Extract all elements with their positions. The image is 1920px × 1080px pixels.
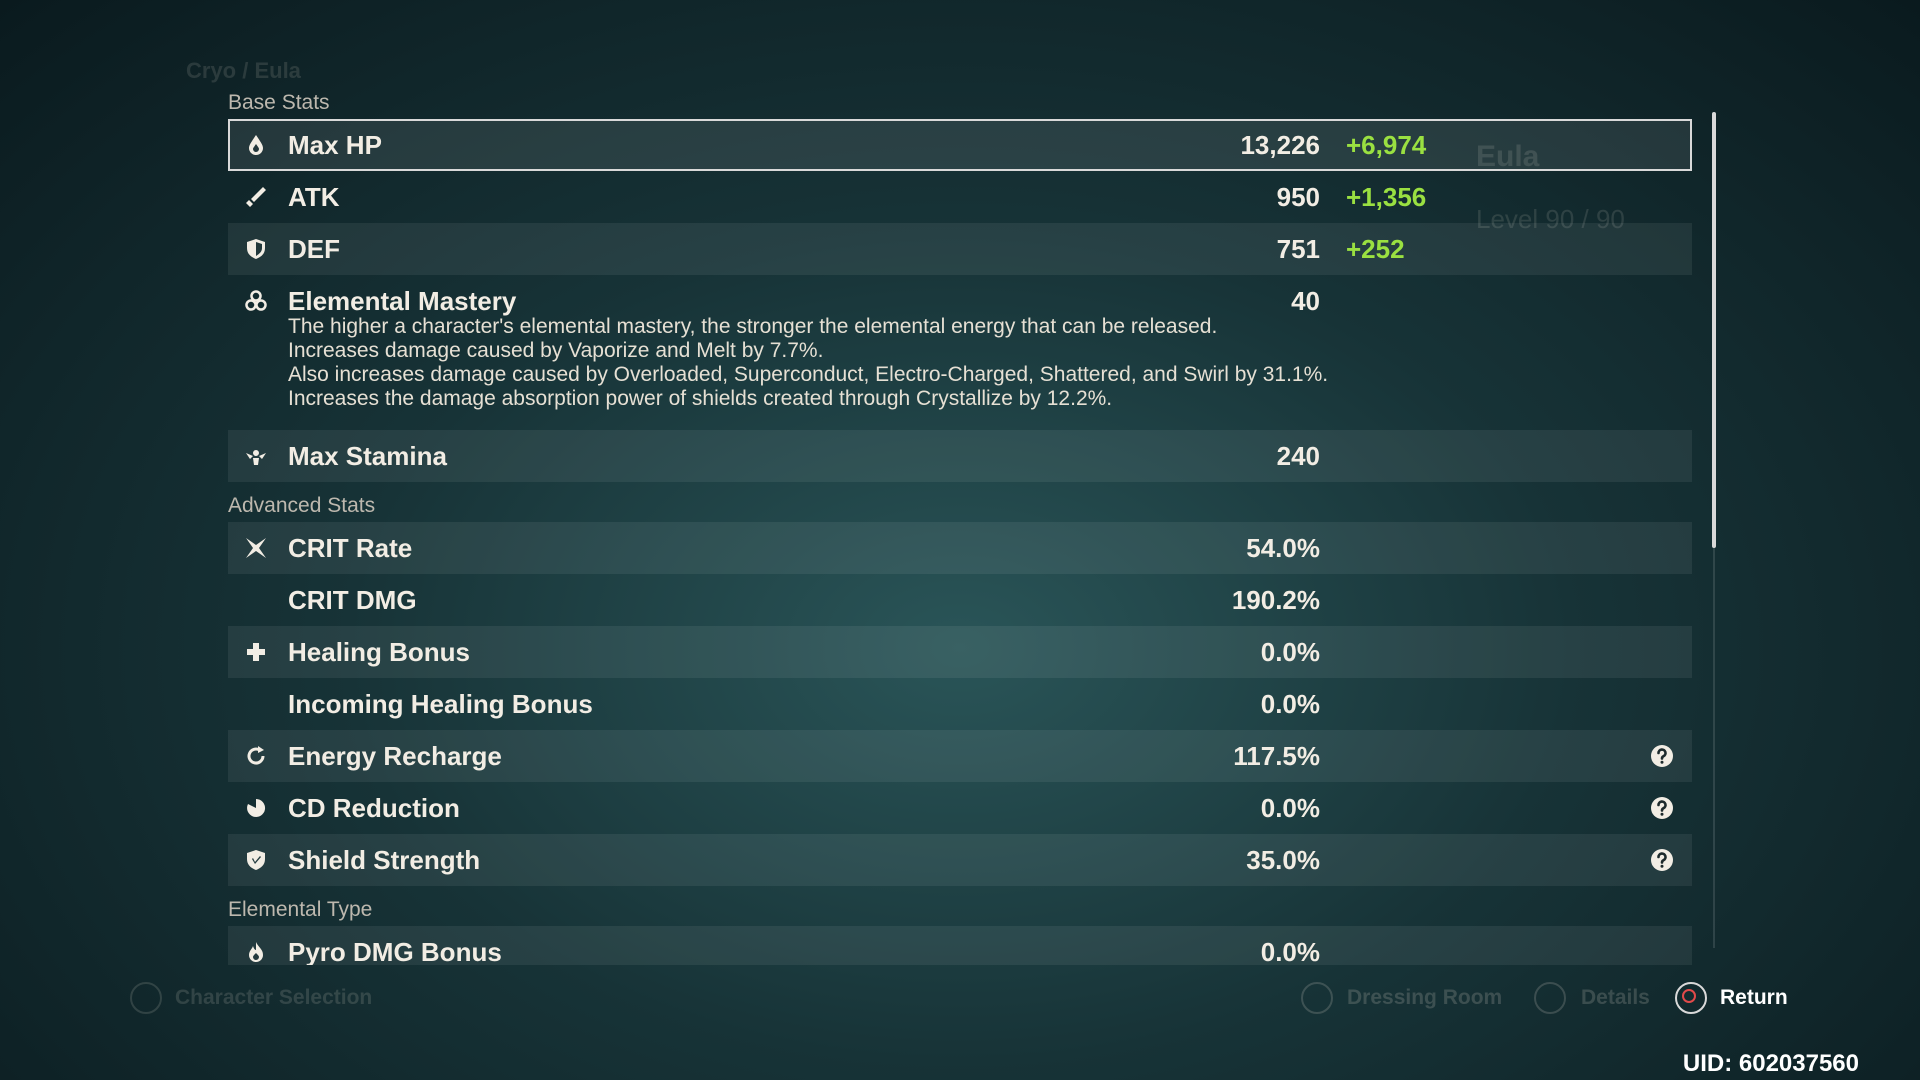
character-header: Cryo / Eula bbox=[186, 58, 301, 83]
stat-row[interactable]: Healing Bonus 0.0% bbox=[228, 626, 1692, 678]
stat-name: Max Stamina bbox=[288, 441, 447, 471]
stat-value: 0.0% bbox=[1260, 689, 1320, 719]
section-title: Elemental Type bbox=[228, 898, 373, 921]
footer-button[interactable]: Details bbox=[1581, 986, 1650, 1009]
stat-content: Shield Strength 35.0% bbox=[228, 834, 1692, 886]
stat-icon bbox=[247, 850, 265, 870]
stat-description: Increases damage caused by Vaporize and … bbox=[288, 339, 824, 362]
stat-icon bbox=[246, 538, 266, 558]
footer-button[interactable]: Character Selection bbox=[175, 986, 373, 1009]
stat-content: DEF 751 +252 bbox=[228, 223, 1692, 275]
stat-content: Healing Bonus 0.0% bbox=[228, 626, 1692, 678]
side-level: Level 90 / 90 bbox=[1476, 204, 1625, 234]
stat-name: Incoming Healing Bonus bbox=[288, 689, 593, 719]
stat-row[interactable]: Max Stamina 240 bbox=[228, 430, 1692, 482]
section-title: Advanced Stats bbox=[228, 494, 376, 517]
stat-name: CRIT Rate bbox=[288, 533, 413, 563]
stat-content: CRIT DMG 190.2% bbox=[228, 574, 1692, 626]
stat-content: CD Reduction 0.0% bbox=[228, 782, 1692, 834]
stat-name: Pyro DMG Bonus bbox=[288, 937, 502, 965]
stat-content: ATK 950 +1,356 bbox=[228, 171, 1692, 223]
stat-value: 13,226 bbox=[1240, 130, 1320, 160]
footer-button[interactable]: Return bbox=[1720, 986, 1788, 1009]
stat-icon bbox=[247, 798, 266, 817]
stat-value: 950 bbox=[1276, 182, 1320, 212]
stat-value: 190.2% bbox=[1231, 585, 1320, 615]
stat-row[interactable]: CD Reduction 0.0% bbox=[228, 782, 1692, 834]
stat-row[interactable]: Pyro DMG Bonus 0.0% bbox=[228, 926, 1692, 965]
button-icon-inner bbox=[1682, 989, 1696, 1003]
help-icon[interactable] bbox=[1650, 848, 1674, 872]
stat-name: DEF bbox=[288, 234, 340, 264]
stat-icon bbox=[249, 942, 263, 962]
stat-value: 40 bbox=[1291, 286, 1320, 316]
stat-bonus: +252 bbox=[1346, 234, 1405, 264]
stat-content: Max HP 13,226 +6,974 bbox=[228, 119, 1692, 171]
stat-row[interactable]: CRIT DMG 190.2% bbox=[228, 574, 1692, 626]
stat-row[interactable]: ATK 950 +1,356 bbox=[228, 171, 1692, 223]
stat-content: Max Stamina 240 bbox=[228, 430, 1692, 482]
stat-description: The higher a character's elemental maste… bbox=[288, 315, 1218, 338]
stat-name: Healing Bonus bbox=[288, 637, 471, 667]
stat-icon bbox=[246, 450, 266, 465]
help-icon[interactable] bbox=[1650, 796, 1674, 820]
stat-bonus: +6,974 bbox=[1346, 130, 1427, 160]
stat-content: Pyro DMG Bonus 0.0% bbox=[228, 926, 1692, 965]
button-icon bbox=[1534, 982, 1566, 1014]
stat-row[interactable]: Elemental Mastery 40 The higher a characte… bbox=[228, 275, 1692, 430]
footer-button[interactable]: Dressing Room bbox=[1347, 986, 1503, 1009]
stat-icon bbox=[247, 746, 265, 765]
stat-icon bbox=[247, 239, 265, 259]
stat-value: 240 bbox=[1276, 441, 1320, 471]
button-icon bbox=[130, 982, 162, 1014]
stat-value: 35.0% bbox=[1246, 845, 1320, 875]
stat-icon bbox=[247, 643, 265, 661]
stats-panel: Base Stats Max HP 13,226 +6,974 ATK 950 +1,356… bbox=[228, 79, 1694, 965]
stat-row[interactable]: Shield Strength 35.0% bbox=[228, 834, 1692, 886]
scrollbar-thumb[interactable] bbox=[1712, 112, 1716, 548]
stat-name: Energy Recharge bbox=[288, 741, 502, 771]
stat-row[interactable]: Energy Recharge 117.5% bbox=[228, 730, 1692, 782]
stat-icon bbox=[246, 187, 266, 207]
stat-name: CD Reduction bbox=[288, 793, 460, 823]
stat-value: 751 bbox=[1276, 234, 1320, 264]
stat-row[interactable]: Max HP 13,226 +6,974 bbox=[228, 119, 1692, 171]
stat-name: Max HP bbox=[288, 130, 382, 160]
stat-value: 0.0% bbox=[1260, 937, 1320, 965]
scrollbar-track bbox=[1713, 548, 1715, 948]
stat-content: Energy Recharge 117.5% bbox=[228, 730, 1692, 782]
stat-value: 0.0% bbox=[1260, 793, 1320, 823]
section-title: Base Stats bbox=[228, 91, 330, 114]
stat-description: Increases the damage absorption power of… bbox=[288, 387, 1113, 410]
stat-content: CRIT Rate 54.0% bbox=[228, 522, 1692, 574]
stat-value: 54.0% bbox=[1246, 533, 1320, 563]
stat-icon bbox=[245, 290, 267, 311]
stat-icon bbox=[249, 135, 263, 155]
side-name: Eula bbox=[1476, 140, 1540, 173]
stat-name: ATK bbox=[288, 182, 340, 212]
uid: UID: 602037560 bbox=[1682, 1050, 1859, 1077]
help-icon[interactable] bbox=[1650, 744, 1674, 768]
stat-value: 117.5% bbox=[1233, 741, 1320, 771]
stat-bonus: +1,356 bbox=[1346, 182, 1427, 212]
stat-name: CRIT DMG bbox=[288, 585, 417, 615]
button-icon bbox=[1675, 982, 1707, 1014]
stat-row[interactable]: Incoming Healing Bonus 0.0% bbox=[228, 678, 1692, 730]
button-icon bbox=[1301, 982, 1333, 1014]
stat-row[interactable]: DEF 751 +252 bbox=[228, 223, 1692, 275]
stat-description: Also increases damage caused by Overload… bbox=[288, 363, 1329, 386]
stat-content: Incoming Healing Bonus 0.0% bbox=[228, 678, 1692, 730]
stat-row[interactable]: CRIT Rate 54.0% bbox=[228, 522, 1692, 574]
stat-name: Elemental Mastery bbox=[288, 286, 517, 316]
stat-name: Shield Strength bbox=[288, 845, 481, 875]
stat-content: Elemental Mastery 40 The higher a characte… bbox=[228, 275, 1692, 430]
stat-value: 0.0% bbox=[1260, 637, 1320, 667]
